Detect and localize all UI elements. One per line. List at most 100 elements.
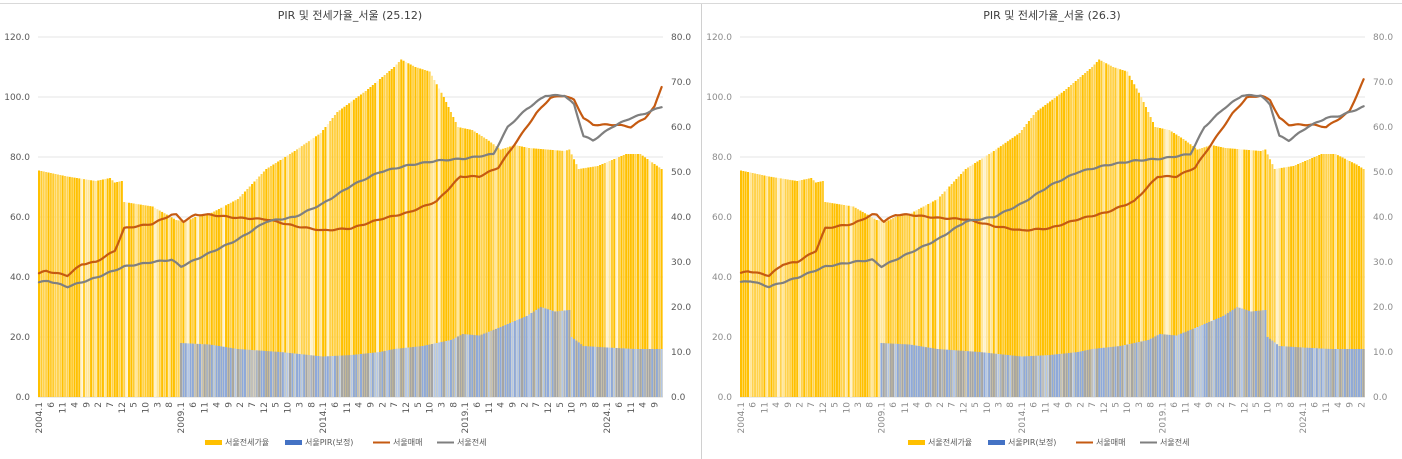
bar-pir xyxy=(889,343,892,397)
x-axis-tick-label: 2009.1 xyxy=(877,402,887,434)
bar-pir xyxy=(927,347,930,397)
bar-jeonse-ratio xyxy=(222,206,225,397)
series-jeonse-ratio-bars xyxy=(740,59,1365,398)
bar-pir xyxy=(1037,355,1040,398)
bar-pir xyxy=(1107,347,1110,397)
bar-jeonse-ratio xyxy=(603,163,606,397)
bar-pir xyxy=(1154,336,1157,397)
bar-pir xyxy=(1013,355,1016,397)
bar-pir xyxy=(948,349,951,397)
bar-pir xyxy=(262,350,265,397)
bar-jeonse-ratio xyxy=(1350,162,1353,397)
x-axis-tick-label: 6 xyxy=(749,402,759,408)
bar-jeonse-ratio xyxy=(319,133,322,397)
bar-pir xyxy=(1292,346,1295,397)
bar-jeonse-ratio xyxy=(913,211,916,397)
bar-pir xyxy=(603,347,606,397)
bar-jeonse-ratio xyxy=(433,80,436,397)
bar-pir xyxy=(452,338,455,397)
bar-jeonse-ratio xyxy=(1336,155,1339,397)
bar-pir xyxy=(950,350,953,397)
bar-jeonse-ratio xyxy=(532,148,535,397)
x-axis-tick-label: 11 xyxy=(1182,402,1192,413)
x-axis-tick-label: 4 xyxy=(355,402,365,408)
left-axis-tick-label: 120.0 xyxy=(4,33,30,43)
bar-jeonse-ratio xyxy=(978,160,981,397)
bar-jeonse-ratio xyxy=(1058,94,1061,397)
left-axis-tick-label: 60.0 xyxy=(712,213,732,223)
bar-jeonse-ratio xyxy=(1020,130,1023,397)
bar-jeonse-ratio xyxy=(1304,161,1307,397)
bar-jeonse-ratio xyxy=(383,75,386,397)
bar-pir xyxy=(1336,349,1339,397)
bar-jeonse-ratio xyxy=(435,84,438,397)
bar-jeonse-ratio xyxy=(756,174,759,397)
bar-pir xyxy=(1346,349,1349,397)
bar-pir xyxy=(1002,354,1005,397)
bar-pir xyxy=(1304,347,1307,398)
right-axis-tick-label: 60.0 xyxy=(1373,123,1393,133)
x-axis-tick-label: 7 xyxy=(1229,402,1239,408)
bar-pir xyxy=(570,337,573,397)
bar-pir xyxy=(587,346,590,397)
bar-pir xyxy=(1166,334,1169,397)
bar-jeonse-ratio xyxy=(810,178,813,397)
bar-pir xyxy=(1290,346,1293,397)
bar-pir xyxy=(636,349,639,397)
bar-pir xyxy=(1126,344,1129,397)
bar-pir xyxy=(1247,310,1250,397)
bar-jeonse-ratio xyxy=(817,182,820,397)
bar-jeonse-ratio xyxy=(362,92,365,397)
bar-jeonse-ratio xyxy=(1144,107,1147,397)
bar-pir xyxy=(1086,350,1089,397)
bar-pir xyxy=(1159,334,1161,397)
x-axis-tick-label: 4 xyxy=(772,402,782,408)
x-axis-tick-label: 12 xyxy=(1100,402,1110,413)
bar-pir xyxy=(1011,355,1014,397)
bar-jeonse-ratio xyxy=(861,211,864,397)
x-axis-tick-label: 7 xyxy=(1088,402,1098,408)
bar-pir xyxy=(428,344,431,397)
bar-pir xyxy=(215,345,218,398)
bar-jeonse-ratio xyxy=(1009,139,1012,398)
bar-jeonse-ratio xyxy=(499,149,502,397)
left-axis-tick-label: 100.0 xyxy=(706,93,732,103)
bar-pir xyxy=(319,356,322,397)
bar-jeonse-ratio xyxy=(123,202,126,397)
x-axis-tick-label: 4 xyxy=(1193,402,1203,408)
right-axis-tick-label: 30.0 xyxy=(1373,258,1393,268)
bar-pir xyxy=(473,335,476,397)
bar-pir xyxy=(1341,349,1344,397)
bar-jeonse-ratio xyxy=(1219,147,1222,397)
bar-jeonse-ratio xyxy=(423,70,426,397)
bar-pir xyxy=(1301,347,1304,397)
bar-jeonse-ratio xyxy=(177,220,180,398)
bar-jeonse-ratio xyxy=(1322,154,1325,397)
bar-jeonse-ratio xyxy=(896,216,899,397)
bar-jeonse-ratio xyxy=(1016,134,1019,397)
bar-jeonse-ratio xyxy=(1280,167,1283,398)
bar-jeonse-ratio xyxy=(1133,84,1136,397)
x-axis-tick-label: 3 xyxy=(153,402,163,408)
bar-pir xyxy=(480,334,483,397)
bar-pir xyxy=(620,348,623,397)
bar-jeonse-ratio xyxy=(955,179,958,397)
bar-jeonse-ratio xyxy=(468,129,471,397)
bar-jeonse-ratio xyxy=(42,171,45,397)
bar-jeonse-ratio xyxy=(803,179,806,397)
bar-jeonse-ratio xyxy=(258,176,261,397)
bar-jeonse-ratio xyxy=(1119,69,1122,397)
bar-pir xyxy=(404,347,407,397)
window-top-border xyxy=(0,3,1402,4)
bar-pir xyxy=(438,342,441,397)
bar-pir xyxy=(336,355,339,397)
bar-jeonse-ratio xyxy=(859,210,862,397)
bar-jeonse-ratio xyxy=(137,204,140,397)
x-axis-tick-label: 2024.1 xyxy=(603,402,613,434)
bar-pir xyxy=(206,344,209,398)
bar-jeonse-ratio xyxy=(407,63,410,397)
x-axis-tick-label: 7 xyxy=(532,402,542,408)
bar-jeonse-ratio xyxy=(1294,165,1297,397)
bar-jeonse-ratio xyxy=(82,179,85,398)
bar-pir xyxy=(1072,352,1075,397)
